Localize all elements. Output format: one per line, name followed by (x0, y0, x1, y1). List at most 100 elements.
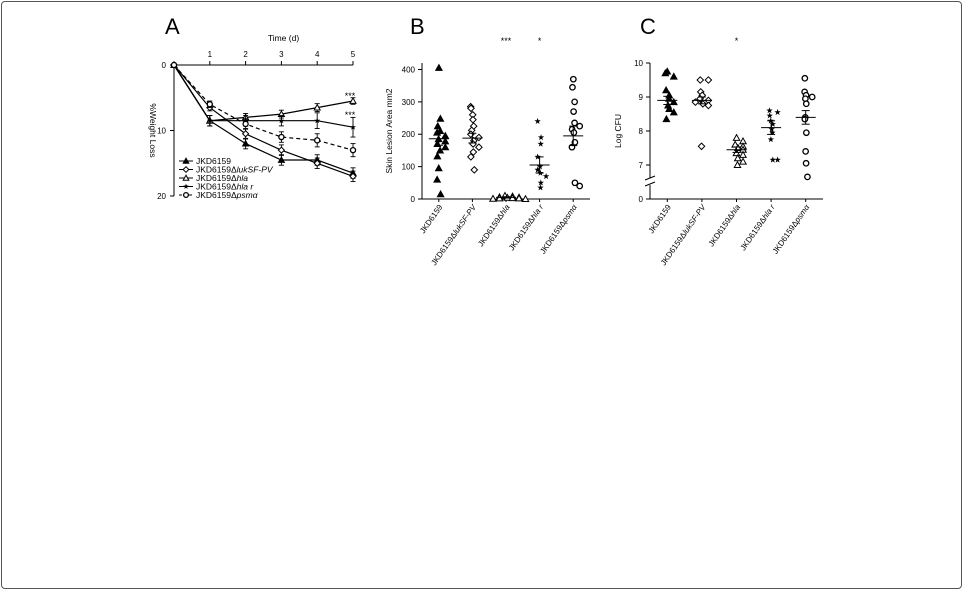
data-point-luksf-pv (705, 77, 711, 83)
log-cfu-chart: 078910Log CFUJKD6159JKD6159ΔlukSF-PV JKD6… (613, 36, 823, 267)
data-point-psma (207, 102, 212, 107)
data-point-psma (571, 109, 576, 114)
data-point-jkd6159 (663, 87, 669, 93)
data-point-psma (171, 62, 176, 67)
x-tick-label-jkd6159: JKD6159 (647, 203, 674, 236)
data-point-hla (490, 195, 496, 201)
data-point-hla-r (774, 157, 780, 163)
data-point-luksf-pv (470, 116, 476, 122)
data-point-jkd6159 (663, 116, 669, 122)
data-point-psma (804, 101, 809, 106)
data-point-hla-r (537, 184, 543, 190)
data-point-hla-r (770, 157, 776, 163)
legend-marker-luksf-pv (183, 167, 189, 173)
data-point-jkd6159 (434, 176, 440, 182)
y-tick-label: 200 (402, 130, 416, 139)
data-point-jkd6159 (243, 141, 249, 146)
x-tick-label: 5 (351, 50, 356, 59)
x-tick-label: 4 (315, 50, 320, 59)
data-point-psma (809, 94, 814, 99)
data-point-hla-r (538, 141, 544, 147)
data-point-psma (802, 76, 807, 81)
series-line-hla (174, 65, 353, 121)
data-point-hla-r (538, 179, 544, 185)
data-point-hla (740, 158, 746, 164)
data-point-psma (315, 138, 320, 143)
x-tick-label: 1 (208, 50, 213, 59)
panel-letter-c: C (640, 14, 656, 39)
significance-label: *** (345, 110, 356, 120)
y-tick-label: 300 (402, 98, 416, 107)
x-tick-label-jkd6159: JKD6159 (418, 203, 445, 236)
data-point-psma (243, 121, 248, 126)
y-tick-label: 0 (162, 61, 167, 70)
data-point-psma (572, 120, 577, 125)
significance-label: * (735, 36, 739, 46)
x-tick-label-hla-r: JKD6159Δhla r (507, 203, 545, 253)
data-point-luksf-pv (278, 147, 284, 153)
skin-lesion-chart: 0 100 200 300 400 Skin Lesion Area mm2 JKD6159… (384, 36, 590, 267)
data-point-psma (577, 183, 582, 188)
y-tick-label: 8 (639, 127, 644, 136)
x-tick-label-hla: JKD6159Δhla (707, 203, 743, 249)
significance-label: *** (501, 36, 512, 46)
data-point-jkd6159 (437, 191, 443, 197)
figure-canvas: A B C 1 2 3 4 5Time (d)01020%Weight Loss****… (0, 0, 965, 592)
data-point-hla-r (767, 112, 773, 118)
x-tick-label: 3 (279, 50, 284, 59)
legend-marker-hla (183, 175, 189, 180)
y-axis-title: Skin Lesion Area mm2 (384, 88, 394, 173)
data-point-luksf-pv (471, 167, 477, 173)
data-point-jkd6159 (436, 65, 442, 71)
data-point-hla-r (774, 109, 780, 115)
y-tick-label: 10 (634, 59, 643, 68)
legend-label-psma: JKD6159Δpsmα (196, 190, 259, 200)
legend-marker-jkd6159 (183, 158, 189, 163)
data-point-jkd6159 (442, 144, 448, 150)
weight-loss-chart: 1 2 3 4 5 Time (d) 0 10 20 %Weight Loss *** *** JKD6… (148, 33, 356, 201)
x-tick-label-psma: JKD6159Δpsmα (771, 203, 812, 256)
data-point-hla-r (543, 173, 549, 179)
y-axis-title: Log CFU (613, 114, 623, 148)
x-axis-title: Time (d) (268, 33, 299, 43)
data-point-psma (571, 76, 576, 81)
data-point-hla (733, 135, 739, 141)
data-point-psma (577, 123, 582, 128)
significance-label: *** (345, 91, 356, 101)
x-tick-label: 2 (243, 50, 248, 59)
y-tick-label: 0 (639, 195, 644, 204)
data-point-jkd6159 (437, 115, 443, 121)
data-point-psma (572, 99, 577, 104)
data-point-psma (350, 148, 355, 153)
data-point-hla-r (534, 118, 540, 124)
data-point-psma (803, 149, 808, 154)
x-tick-label-psma: JKD6159Δpsmα (538, 203, 579, 256)
data-point-psma (279, 135, 284, 140)
data-point-jkd6159 (434, 153, 440, 159)
data-point-luksf-pv (476, 144, 482, 150)
data-point-psma (804, 130, 809, 135)
y-tick-label: 20 (157, 192, 166, 201)
data-point-jkd6159 (671, 73, 677, 79)
data-point-jkd6159 (436, 165, 442, 171)
y-tick-label: 0 (411, 195, 416, 204)
data-point-psma (571, 130, 576, 135)
data-point-hla-r (769, 126, 775, 132)
data-point-hla (734, 162, 740, 168)
data-point-psma (803, 161, 808, 166)
data-point-psma (805, 174, 810, 179)
data-point-psma (570, 85, 575, 90)
y-tick-label: 400 (402, 65, 416, 74)
x-tick-label-hla: JKD6159Δhla (476, 203, 512, 249)
data-point-hla-r (538, 134, 544, 140)
legend-marker-psma (184, 193, 189, 198)
panel-letter-a: A (165, 14, 180, 39)
y-tick-label: 7 (639, 161, 644, 170)
x-tick-label-hla-r: JKD6159Δhla r (738, 203, 776, 253)
data-point-luksf-pv (697, 77, 703, 83)
data-point-hla-r (768, 136, 774, 142)
data-point-luksf-pv (698, 143, 704, 149)
y-axis-title: %Weight Loss (148, 103, 158, 157)
data-point-hla-r (766, 107, 772, 113)
y-tick-label: 100 (402, 163, 416, 172)
